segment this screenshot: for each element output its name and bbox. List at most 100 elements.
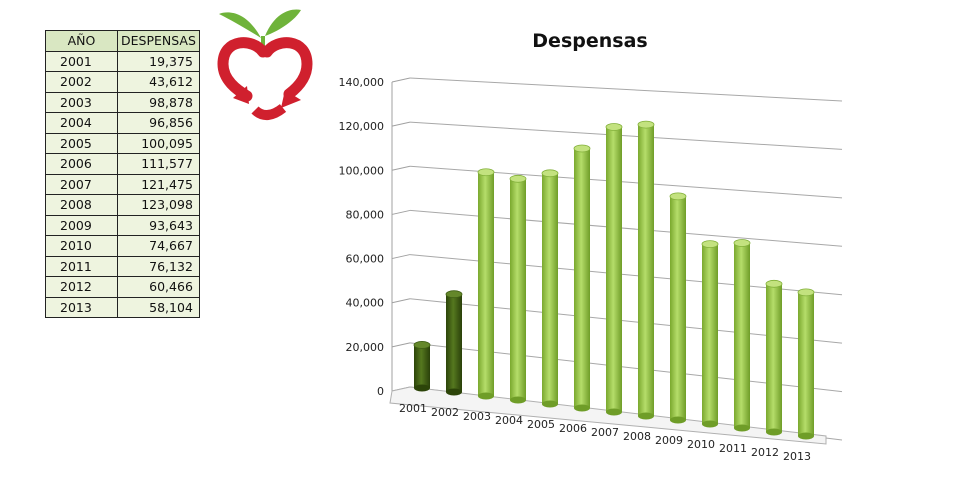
table-row: 2002 43,612 (45, 71, 200, 93)
gridline (409, 209, 843, 247)
bar-top-2003 (477, 168, 495, 177)
table-body: 2001 19,375 2002 43,612 2003 98,878 2004 96,856… (45, 50, 200, 318)
bar-2007 (606, 126, 622, 412)
x-tick-label: 2006 (559, 422, 587, 435)
table-row: 2011 76,132 (45, 255, 200, 277)
bar-top-2012 (765, 279, 783, 288)
bar-2010 (702, 244, 718, 424)
bar-base-2011 (734, 424, 750, 432)
table-cell-despensas: 121,475 (117, 173, 200, 195)
y-tick-label: 40,000 (346, 297, 385, 310)
bar-base-2003 (478, 392, 494, 400)
bar-2009 (670, 196, 686, 420)
bar-top-2007 (605, 123, 623, 131)
table-cell-year: 2006 (45, 153, 118, 175)
gridline-tick (391, 209, 411, 215)
bar-2012 (766, 283, 782, 432)
bar-2006 (574, 148, 590, 408)
bar-base-2005 (542, 400, 558, 408)
table-cell-year: 2004 (45, 112, 118, 134)
table-row: 2008 123,098 (45, 194, 200, 216)
x-tick-label: 2003 (463, 410, 491, 423)
gridline-tick (391, 77, 411, 83)
heart-left-arc (217, 37, 269, 102)
table-row: 2012 60,466 (45, 276, 200, 298)
bar-top-2001 (413, 341, 431, 349)
table-cell-despensas: 96,856 (117, 112, 200, 134)
y-tick-label: 120,000 (339, 120, 385, 133)
table-header-row: AÑO DESPENSAS (45, 30, 200, 52)
x-tick-label: 2009 (655, 434, 683, 447)
bar-top-2006 (573, 144, 591, 153)
x-tick-label: 2011 (719, 442, 747, 455)
x-tick-label: 2013 (783, 450, 811, 463)
bar-2002 (446, 294, 462, 392)
x-tick-label: 2004 (495, 414, 523, 427)
table-cell-despensas: 60,466 (117, 276, 200, 298)
bar-base-2010 (702, 420, 718, 428)
x-tick-label: 2012 (751, 446, 779, 459)
data-table: AÑO DESPENSAS 2001 19,375 2002 43,612 2003 98… (45, 30, 200, 318)
bar-top-2008 (637, 120, 655, 129)
gridline-tick (391, 121, 411, 127)
table-row: 2004 96,856 (45, 112, 200, 134)
bar-top-2004 (509, 174, 527, 183)
heart-right-arc (261, 37, 313, 100)
table-cell-despensas: 43,612 (117, 71, 200, 93)
bar-2008 (638, 124, 654, 417)
table-cell-despensas: 123,098 (117, 194, 200, 216)
right-leaf-icon (265, 9, 301, 36)
bar-top-2009 (669, 192, 687, 201)
bar-base-2002 (446, 388, 462, 396)
bar-base-2009 (670, 416, 686, 424)
heart-bottom-arc (251, 103, 287, 120)
chart-title: Despensas (532, 30, 648, 52)
bar-top-2010 (701, 240, 719, 249)
table-cell-year: 2002 (45, 71, 118, 93)
chart-floor (389, 386, 827, 445)
bar-2013 (798, 292, 814, 436)
bar-2011 (734, 243, 750, 428)
y-tick-label: 20,000 (346, 341, 385, 354)
bar-base-2007 (606, 408, 622, 416)
bar-2004 (510, 178, 526, 400)
gridline-tick (391, 165, 411, 171)
bar-top-2011 (733, 239, 751, 247)
gridline (409, 165, 843, 199)
table-cell-year: 2005 (45, 132, 118, 154)
table-cell-year: 2003 (45, 91, 118, 113)
y-tick-label: 0 (377, 385, 384, 398)
table-cell-despensas: 111,577 (117, 153, 200, 175)
bar-base-2012 (766, 428, 782, 436)
table-cell-year: 2007 (45, 173, 118, 195)
bar-base-2001 (414, 384, 430, 392)
y-tick-label: 100,000 (339, 164, 385, 177)
x-tick-label: 2005 (527, 418, 555, 431)
x-tick-label: 2010 (687, 438, 715, 451)
table-cell-year: 2013 (45, 296, 118, 318)
y-tick-label: 60,000 (346, 253, 385, 266)
arrow-right-icon (281, 90, 301, 108)
gridline-tick (391, 298, 411, 304)
bar-base-2013 (798, 432, 814, 440)
bar-base-2006 (574, 404, 590, 412)
table-header-year: AÑO (45, 30, 118, 52)
left-leaf-icon (219, 12, 261, 38)
gridline-tick (391, 254, 411, 260)
bar-base-2004 (510, 396, 526, 404)
table-row: 2006 111,577 (45, 153, 200, 175)
bar-top-2002 (445, 290, 463, 299)
table-cell-year: 2009 (45, 214, 118, 236)
table-row: 2005 100,095 (45, 132, 200, 154)
table-row: 2007 121,475 (45, 173, 200, 195)
table-cell-despensas: 58,104 (117, 296, 200, 318)
table-cell-despensas: 76,132 (117, 255, 200, 277)
bar-base-2008 (638, 412, 654, 420)
x-tick-label: 2007 (591, 426, 619, 439)
table-cell-year: 2008 (45, 194, 118, 216)
table-row: 2009 93,643 (45, 214, 200, 236)
bar-2001 (414, 344, 430, 388)
bar-top-2013 (797, 288, 815, 297)
bar-2005 (542, 173, 558, 404)
